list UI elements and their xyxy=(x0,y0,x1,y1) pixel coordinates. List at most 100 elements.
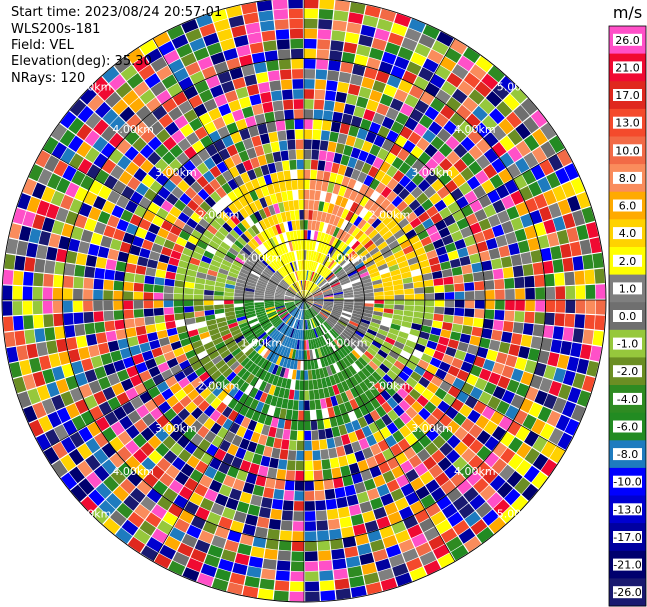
gate-cell xyxy=(380,389,392,401)
gate-cell xyxy=(464,511,481,527)
gate-cell xyxy=(278,202,285,213)
gate-cell xyxy=(324,270,332,279)
gate-cell xyxy=(380,173,392,186)
gate-cell xyxy=(255,287,266,292)
gate-cell xyxy=(284,296,295,299)
gate-cell xyxy=(3,269,14,285)
gate-cell xyxy=(245,407,255,419)
gate-cell xyxy=(287,221,293,232)
gate-cell xyxy=(233,175,245,187)
gate-cell xyxy=(73,288,83,300)
gate-cell xyxy=(263,487,275,499)
gate-cell xyxy=(278,59,291,70)
gate-cell xyxy=(402,345,414,355)
gate-cell xyxy=(267,162,277,174)
gate-cell xyxy=(324,192,333,203)
gate-cell xyxy=(282,357,289,368)
gate-cell xyxy=(361,315,372,322)
gate-cell xyxy=(76,141,92,158)
gate-cell xyxy=(377,241,388,251)
gate-cell xyxy=(300,370,304,380)
gate-cell xyxy=(525,287,535,300)
gate-cell xyxy=(217,126,230,139)
gate-cell xyxy=(469,253,481,264)
gate-cell xyxy=(371,340,382,349)
gate-cell xyxy=(304,139,312,150)
gate-cell xyxy=(363,478,376,491)
gate-cell xyxy=(589,237,602,254)
gate-cell xyxy=(391,345,403,355)
gate-cell xyxy=(343,289,354,294)
gate-cell xyxy=(441,503,458,519)
gate-cell xyxy=(125,327,137,338)
gate-cell xyxy=(332,326,341,335)
gate-cell xyxy=(309,308,316,317)
gate-cell xyxy=(304,220,308,230)
gate-cell xyxy=(144,231,157,243)
gate-cell xyxy=(52,301,63,314)
range-ring-label: 3.00km xyxy=(155,166,197,179)
gate-cell xyxy=(354,192,364,204)
gate-cell xyxy=(315,315,323,324)
gate-cell xyxy=(103,279,114,290)
gate-cell xyxy=(123,309,134,319)
gate-cell xyxy=(505,354,518,368)
gate-cell xyxy=(278,540,292,551)
gate-cell xyxy=(301,320,303,330)
gate-cell xyxy=(275,304,285,308)
gate-cell xyxy=(238,393,249,405)
gate-cell xyxy=(228,99,241,112)
gate-cell xyxy=(216,161,228,174)
gate-cell xyxy=(557,354,570,370)
gate-cell xyxy=(405,229,417,240)
gate-cell xyxy=(420,353,433,364)
gate-cell xyxy=(371,275,382,282)
gate-cell xyxy=(143,292,154,300)
gate-cell xyxy=(437,457,452,472)
gate-cell xyxy=(296,309,301,319)
gate-cell xyxy=(443,314,454,323)
gate-cell xyxy=(367,529,382,543)
gate-cell xyxy=(270,193,278,205)
gate-cell xyxy=(311,306,319,314)
gate-cell xyxy=(196,13,213,28)
gate-cell xyxy=(548,428,564,445)
gate-cell xyxy=(14,255,26,271)
colorbar-tick-group: 21.0 xyxy=(613,61,642,74)
gate-cell xyxy=(211,435,224,448)
gate-cell xyxy=(228,15,245,28)
gate-cell xyxy=(252,250,262,260)
range-ring-label: 2.00km xyxy=(198,379,240,392)
gate-cell xyxy=(293,329,298,339)
gate-cell xyxy=(399,412,412,425)
gate-cell xyxy=(336,206,345,218)
gate-cell xyxy=(333,291,344,296)
gate-cell xyxy=(335,394,344,405)
gate-cell xyxy=(210,397,222,410)
gate-cell xyxy=(279,367,286,378)
gate-cell xyxy=(187,199,199,212)
gate-cell xyxy=(291,284,299,293)
gate-cell xyxy=(344,342,354,352)
gate-cell xyxy=(481,260,493,271)
gate-cell xyxy=(374,28,390,42)
gate-cell xyxy=(210,9,228,23)
gate-cell xyxy=(217,390,228,402)
gate-cell xyxy=(249,387,259,399)
gate-cell xyxy=(539,206,552,222)
gate-cell xyxy=(255,401,265,413)
gate-cell xyxy=(457,247,469,258)
gate-cell xyxy=(191,407,203,420)
gate-cell xyxy=(293,359,298,370)
gate-cell xyxy=(463,316,474,326)
gate-cell xyxy=(377,263,388,271)
gate-cell xyxy=(127,471,143,487)
gate-cell xyxy=(325,428,334,439)
gate-cell xyxy=(357,459,369,472)
gate-cell xyxy=(110,421,125,436)
gate-cell xyxy=(410,52,427,67)
gate-cell xyxy=(514,228,527,242)
gate-cell xyxy=(74,324,86,337)
gate-cell xyxy=(430,136,445,150)
gate-cell xyxy=(332,216,341,227)
